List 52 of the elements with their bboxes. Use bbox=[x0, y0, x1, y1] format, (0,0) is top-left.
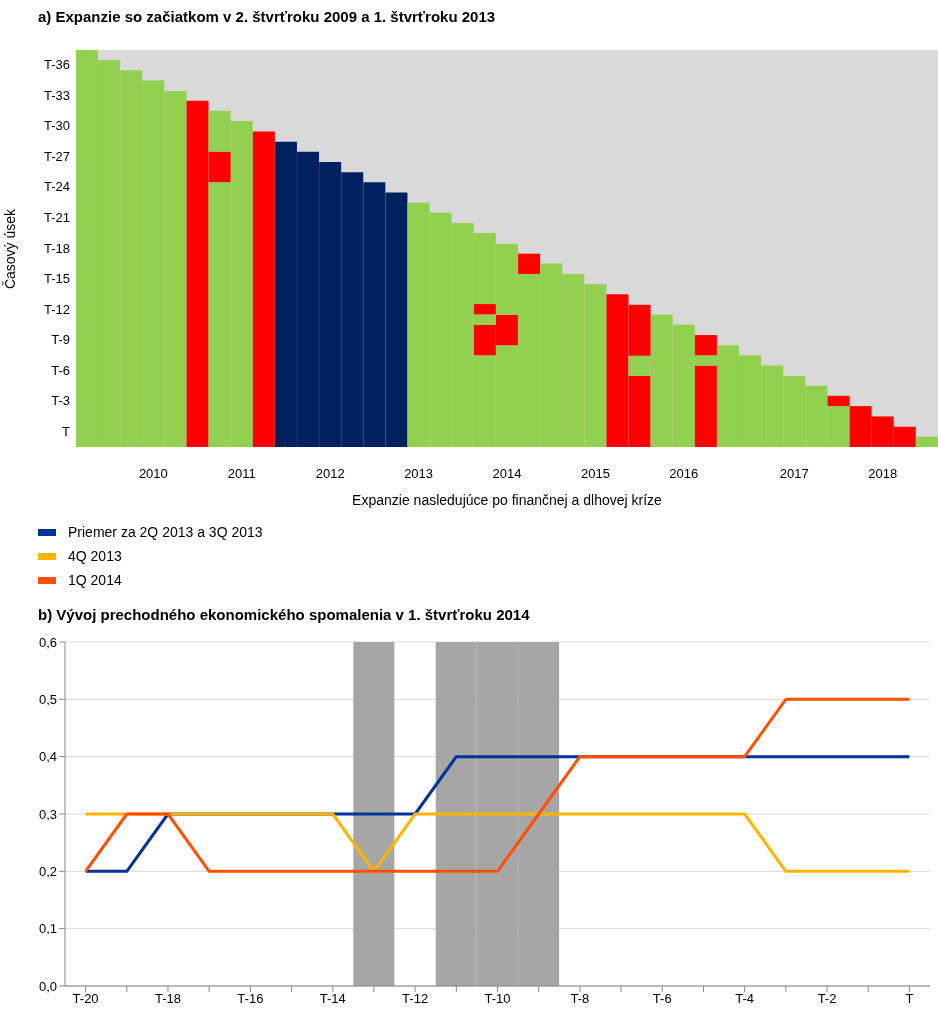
y-tick-label: 0,3 bbox=[38, 806, 57, 822]
text: T-9 bbox=[51, 332, 70, 349]
x-tick-label: 2017 bbox=[779, 466, 809, 482]
y-tick-label: 0,0 bbox=[38, 978, 57, 994]
legend-label: 4Q 2013 bbox=[68, 547, 122, 566]
x-tick-label: T-10 bbox=[484, 991, 511, 1007]
text: T-18 bbox=[43, 240, 70, 257]
x-tick-label: 2015 bbox=[580, 466, 610, 482]
y-axis-title: Časový úsek bbox=[2, 208, 18, 289]
x-tick-label: 2018 bbox=[868, 466, 898, 482]
x-tick-label: T-2 bbox=[817, 991, 837, 1007]
text: T bbox=[62, 423, 70, 440]
x-tick-label: T-4 bbox=[735, 991, 755, 1007]
text: T-36 bbox=[43, 57, 70, 74]
x-tick-label: 2014 bbox=[492, 466, 522, 482]
x-tick-label: 2016 bbox=[669, 466, 699, 482]
x-axis-title: Expanzie nasledujúce po finančnej a dlhovej kríze bbox=[352, 492, 663, 508]
legend-label: 1Q 2014 bbox=[68, 571, 122, 590]
bar bbox=[827, 395, 850, 407]
x-tick-label: T-6 bbox=[652, 991, 672, 1007]
x-tick-label: 2012 bbox=[315, 466, 345, 482]
x-tick-label: T-8 bbox=[570, 991, 590, 1007]
text: T-27 bbox=[43, 148, 70, 165]
text: T-24 bbox=[43, 179, 70, 196]
text: T-6 bbox=[51, 362, 70, 379]
y-tick-label: 0,1 bbox=[38, 921, 57, 937]
x-tick-label: T-20 bbox=[72, 991, 99, 1007]
bar bbox=[518, 253, 541, 274]
bar bbox=[473, 304, 496, 315]
y-tick-label: 0,2 bbox=[38, 863, 57, 879]
y-tick-label: 0,6 bbox=[38, 634, 57, 650]
x-tick-label: 2010 bbox=[138, 466, 168, 482]
legend-label: Priemer za 2Q 2013 a 3Q 2013 bbox=[68, 523, 263, 542]
text: T-30 bbox=[43, 118, 70, 135]
text: T-12 bbox=[43, 301, 70, 318]
bar bbox=[915, 436, 938, 447]
text: T-33 bbox=[43, 87, 70, 104]
y-tick-label: 0,4 bbox=[38, 749, 57, 765]
x-tick-label: T-18 bbox=[154, 991, 181, 1007]
chart-title: b) Vývoj prechodného ekonomického spomalenia v 1. štvrťroku 2014 bbox=[38, 606, 530, 623]
x-tick-label: T-12 bbox=[402, 991, 429, 1007]
x-tick-label: T bbox=[905, 991, 914, 1007]
x-tick-label: 2013 bbox=[404, 466, 434, 482]
y-tick-label: 0,5 bbox=[38, 691, 57, 707]
text: T-21 bbox=[43, 209, 70, 226]
x-tick-label: 2011 bbox=[227, 466, 256, 482]
chart-title: a) Expanzie so začiatkom v 2. štvrťroku 2009 a 1. štvrťroku 2013 bbox=[38, 8, 496, 25]
x-tick-label: T-14 bbox=[319, 991, 346, 1007]
x-tick-label: T-16 bbox=[237, 991, 264, 1007]
text: T-15 bbox=[43, 271, 70, 288]
text: T-3 bbox=[51, 393, 70, 410]
line-series bbox=[84, 697, 911, 873]
